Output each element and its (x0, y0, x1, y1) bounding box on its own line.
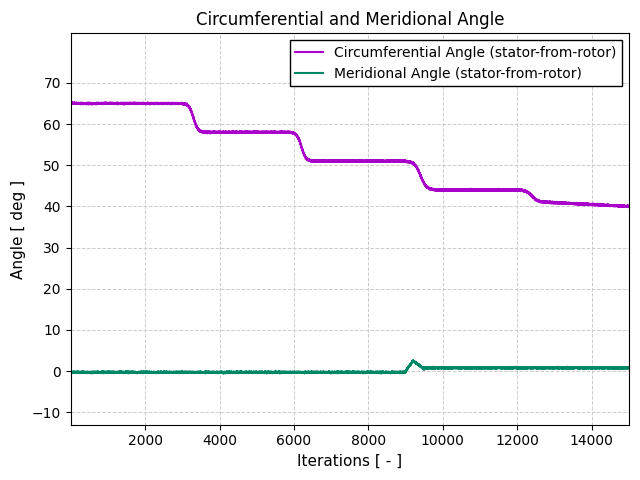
Meridional Angle (stator-from-rotor) (220, 371, 227, 377)
Line: Meridional Angle (stator-from-rotor): Meridional Angle (stator-from-rotor) (70, 358, 629, 374)
Title: Circumferential and Meridional Angle: Circumferential and Meridional Angle (195, 11, 504, 29)
Circumferential Angle (stator-from-rotor) (318, 158, 326, 164)
Meridional Angle (stator-from-rotor) (625, 364, 633, 370)
Circumferential Angle (stator-from-rotor) (552, 201, 559, 206)
Meridional Angle (stator-from-rotor) (624, 365, 632, 371)
Circumferential Angle (stator-from-rotor) (618, 203, 625, 208)
Meridional Angle (stator-from-rotor) (552, 365, 559, 371)
Meridional Angle (stator-from-rotor) (318, 369, 326, 375)
Meridional Angle (stator-from-rotor) (423, 365, 431, 371)
Meridional Angle (stator-from-rotor) (568, 365, 575, 371)
Meridional Angle (stator-from-rotor) (618, 365, 625, 371)
Circumferential Angle (stator-from-rotor) (625, 204, 633, 209)
X-axis label: Iterations [ - ]: Iterations [ - ] (297, 454, 403, 469)
Meridional Angle (stator-from-rotor) (67, 355, 74, 361)
Circumferential Angle (stator-from-rotor) (624, 204, 632, 209)
Legend: Circumferential Angle (stator-from-rotor), Meridional Angle (stator-from-rotor): Circumferential Angle (stator-from-rotor… (289, 40, 622, 86)
Circumferential Angle (stator-from-rotor) (624, 204, 632, 210)
Circumferential Angle (stator-from-rotor) (67, 38, 74, 44)
Circumferential Angle (stator-from-rotor) (423, 184, 431, 190)
Y-axis label: Angle [ deg ]: Angle [ deg ] (11, 180, 26, 278)
Circumferential Angle (stator-from-rotor) (568, 201, 575, 206)
Line: Circumferential Angle (stator-from-rotor): Circumferential Angle (stator-from-rotor… (70, 41, 629, 207)
